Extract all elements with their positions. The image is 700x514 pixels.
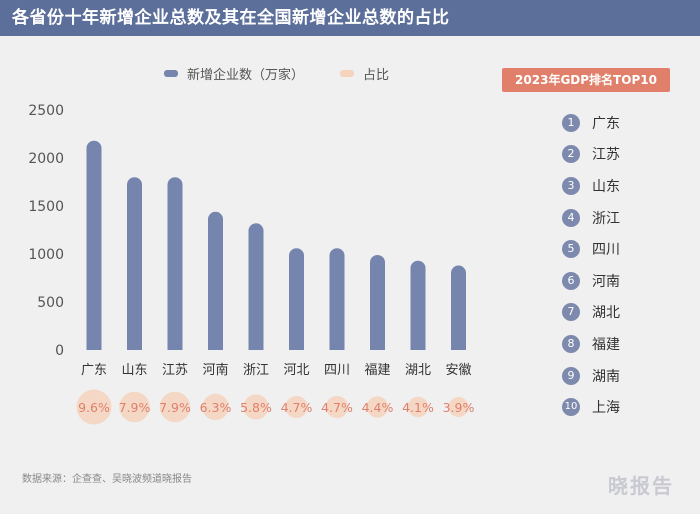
bar bbox=[289, 248, 304, 350]
rank-province: 江苏 bbox=[592, 147, 620, 164]
share-label: 3.9% bbox=[443, 400, 475, 415]
rank-item: 10 上海 bbox=[562, 391, 672, 423]
rank-item: 1 广东 bbox=[562, 107, 672, 139]
x-tick-label: 河南 bbox=[202, 362, 228, 378]
share-bubble bbox=[119, 391, 150, 423]
share-bubble bbox=[285, 395, 308, 419]
share-bubble bbox=[76, 389, 112, 425]
rank-number-badge: 6 bbox=[562, 271, 580, 290]
rank-number-badge: 8 bbox=[562, 334, 580, 353]
rank-item: 2 江苏 bbox=[562, 139, 672, 171]
rank-province: 广东 bbox=[592, 115, 620, 132]
rank-item: 8 福建 bbox=[562, 328, 672, 360]
rank-item: 7 湖北 bbox=[562, 297, 672, 329]
header-bar: 各省份十年新增企业总数及其在全国新增企业总数的占比 bbox=[0, 0, 700, 36]
bar bbox=[127, 177, 142, 350]
rank-number-badge: 10 bbox=[562, 398, 580, 417]
x-tick-label: 河北 bbox=[283, 363, 309, 378]
chart-panel: 0 500 1000 1500 2000 2500 广东 9.6% 山东 7.9% 江苏 7.9% 河南… bbox=[0, 36, 700, 514]
rank-province: 河南 bbox=[592, 273, 620, 290]
rank-number-badge: 1 bbox=[562, 113, 580, 132]
bar bbox=[248, 223, 264, 350]
rank-province: 山东 bbox=[592, 178, 620, 195]
rank-list: 1 广东 2 江苏 3 山东 4 浙江 5 四川 6 河南 7 湖北 8 福建 9 湖南 10 上海 bbox=[502, 107, 672, 423]
y-tick-label: 1000 bbox=[28, 247, 64, 263]
y-tick-label: 0 bbox=[55, 343, 64, 359]
legend-swatch-enterprises bbox=[164, 70, 178, 77]
source-note: 数据来源：企查查、吴晓波频道晓报告 bbox=[22, 474, 192, 485]
x-tick-label: 湖北 bbox=[405, 363, 431, 378]
x-tick-label: 山东 bbox=[121, 363, 147, 378]
share-bubble bbox=[407, 396, 429, 418]
share-label: 4.4% bbox=[362, 400, 394, 415]
rank-number-badge: 4 bbox=[562, 208, 580, 227]
share-label: 4.7% bbox=[321, 400, 353, 415]
rank-panel-title: 2023年GDP排名TOP10 bbox=[502, 68, 670, 92]
legend-item-enterprises: 新增企业数（万家） bbox=[164, 64, 304, 83]
x-tick-label: 江苏 bbox=[162, 362, 188, 378]
y-tick-label: 2000 bbox=[28, 151, 64, 167]
legend-item-share: 占比 bbox=[340, 64, 389, 83]
bar bbox=[208, 211, 223, 350]
share-bubble bbox=[202, 393, 229, 421]
y-tick-label: 1500 bbox=[28, 199, 64, 215]
page-title: 各省份十年新增企业总数及其在全国新增企业总数的占比 bbox=[12, 8, 450, 28]
bar bbox=[86, 140, 102, 350]
bar bbox=[451, 265, 466, 350]
rank-province: 四川 bbox=[592, 242, 620, 259]
x-tick-label: 安徽 bbox=[445, 363, 471, 378]
rank-item: 3 山东 bbox=[562, 170, 672, 202]
rank-province: 浙江 bbox=[592, 210, 620, 227]
rank-item: 9 湖南 bbox=[562, 360, 672, 392]
bar bbox=[329, 248, 345, 350]
rank-province: 上海 bbox=[592, 400, 620, 417]
rank-number-badge: 9 bbox=[562, 366, 580, 385]
gdp-rank-panel: 2023年GDP排名TOP10 1 广东 2 江苏 3 山东 4 浙江 5 四川 6 河南 7 湖北 8 福建… bbox=[502, 68, 672, 423]
legend-swatch-share bbox=[340, 70, 355, 77]
rank-item: 6 河南 bbox=[562, 265, 672, 297]
bar bbox=[167, 177, 183, 350]
legend-label-enterprises: 新增企业数（万家） bbox=[187, 68, 305, 83]
y-tick-label: 500 bbox=[37, 295, 64, 311]
share-label: 6.3% bbox=[200, 400, 232, 415]
legend-label-share: 占比 bbox=[363, 68, 390, 83]
brand-logo: 晓报告 bbox=[608, 474, 674, 498]
chart-legend: 新增企业数（万家） 占比 bbox=[164, 64, 425, 83]
share-label: 4.1% bbox=[402, 400, 434, 415]
share-bubble bbox=[325, 395, 349, 419]
share-label: 9.6% bbox=[78, 400, 110, 415]
rank-item: 5 四川 bbox=[562, 233, 672, 265]
rank-number-badge: 2 bbox=[562, 145, 580, 164]
rank-province: 湖南 bbox=[592, 368, 620, 385]
x-tick-label: 福建 bbox=[364, 363, 390, 378]
bar bbox=[370, 254, 385, 350]
rank-item: 4 浙江 bbox=[562, 202, 672, 234]
rank-province: 福建 bbox=[592, 336, 620, 353]
x-tick-label: 广东 bbox=[81, 363, 107, 378]
rank-number-badge: 5 bbox=[562, 240, 580, 259]
share-label: 4.7% bbox=[281, 400, 313, 415]
bar bbox=[410, 260, 426, 350]
rank-number-badge: 7 bbox=[562, 303, 580, 322]
share-label: 7.9% bbox=[159, 400, 191, 415]
share-label: 5.8% bbox=[240, 400, 272, 415]
rank-province: 湖北 bbox=[592, 305, 620, 322]
x-tick-label: 浙江 bbox=[243, 363, 269, 378]
share-bubble bbox=[159, 391, 191, 423]
share-label: 7.9% bbox=[119, 400, 151, 415]
share-bubble bbox=[366, 396, 389, 418]
y-tick-label: 2500 bbox=[28, 103, 64, 119]
share-bubble bbox=[448, 396, 469, 418]
share-bubble bbox=[243, 394, 269, 420]
bar-chart: 0 500 1000 1500 2000 2500 广东 9.6% 山东 7.9% 江苏 7.9% 河南… bbox=[28, 103, 475, 425]
x-tick-label: 四川 bbox=[324, 363, 350, 378]
rank-number-badge: 3 bbox=[562, 176, 580, 195]
